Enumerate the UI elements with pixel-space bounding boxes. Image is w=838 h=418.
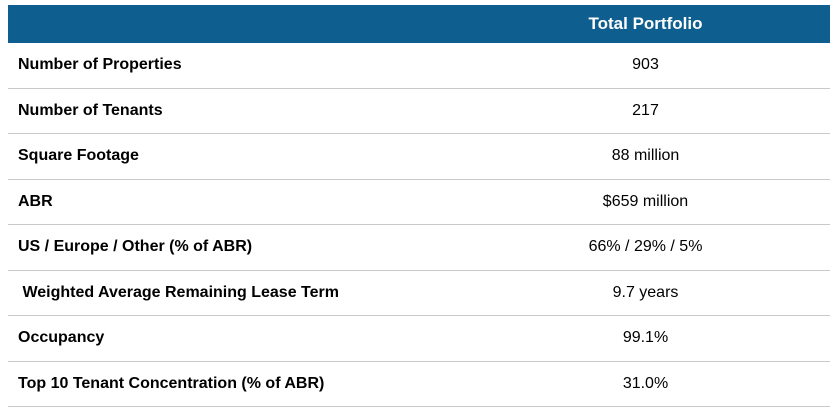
row-value: 217 [632,101,659,119]
table-row: Top 10 Tenant Concentration (% of ABR) 3… [8,362,830,407]
row-value: 66% / 29% / 5% [588,238,703,256]
row-value: 99.1% [622,329,669,347]
table-header: Total Portfolio [8,5,830,43]
row-value: 88 million [611,147,680,165]
header-label-cell [8,5,461,43]
table-row: US / Europe / Other (% of ABR) 66% / 29%… [8,225,830,271]
row-label: Weighted Average Remaining Lease Term [18,283,339,301]
table-row: Number of Properties 903 [8,43,830,89]
table-row: Occupancy 99.1% [8,316,830,362]
row-value: 903 [632,56,659,74]
row-label: Square Footage [18,147,139,165]
row-label: Number of Tenants [18,101,163,119]
table-row: Weighted Average Remaining Lease Term 9.… [8,271,830,316]
table-row: ABR $659 million [8,180,830,225]
row-value: 9.7 years [612,283,679,301]
row-label: Top 10 Tenant Concentration (% of ABR) [18,374,325,392]
row-value: $659 million [602,192,689,210]
header-title: Total Portfolio [588,14,703,33]
row-value: 31.0% [622,374,669,392]
table-row: Number of Tenants 217 [8,89,830,134]
portfolio-table: Total Portfolio Number of Properties 903… [8,5,830,407]
row-label: Number of Properties [18,56,182,74]
table-row: Square Footage 88 million [8,134,830,180]
row-label: ABR [18,192,53,210]
row-label: US / Europe / Other (% of ABR) [18,238,253,256]
row-label: Occupancy [18,329,105,347]
